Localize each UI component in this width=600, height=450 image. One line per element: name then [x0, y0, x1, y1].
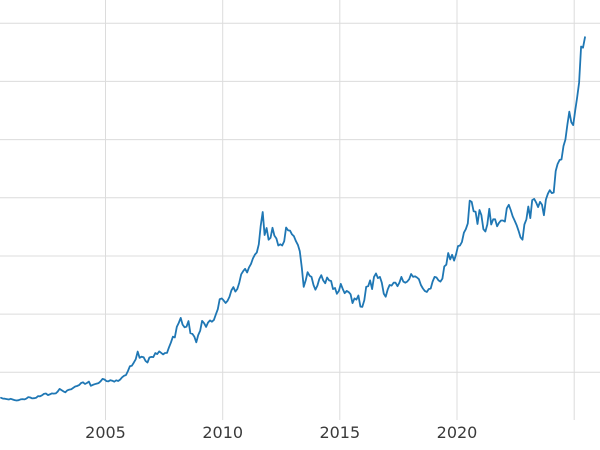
price-line-series: [0, 36, 586, 402]
x-tick-label: 2010: [202, 423, 244, 442]
x-tick-label: 2020: [436, 423, 478, 442]
x-tick-label: 2015: [319, 423, 361, 442]
line-chart-plot: [0, 0, 600, 420]
x-axis-tick-labels: 2005 2010 2015 2020: [0, 423, 600, 450]
x-tick-label: 2005: [85, 423, 126, 442]
gridlines: [0, 0, 600, 420]
